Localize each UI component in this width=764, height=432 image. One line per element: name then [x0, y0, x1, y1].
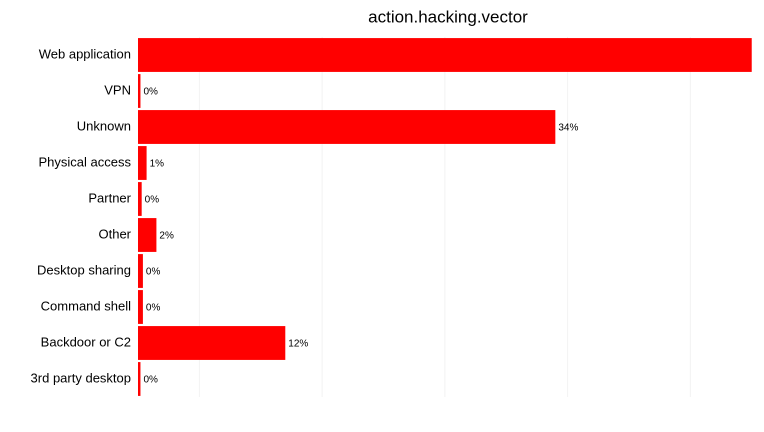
y-tick-label: Unknown	[77, 118, 131, 133]
bar	[138, 74, 141, 108]
y-tick-label: Other	[98, 226, 131, 241]
value-label: 0%	[146, 267, 161, 278]
value-label: 34%	[558, 123, 578, 134]
bar	[138, 110, 556, 144]
bar	[138, 362, 141, 396]
value-label: 12%	[288, 339, 308, 350]
y-tick-label: Physical access	[39, 154, 132, 169]
value-label: 2%	[159, 231, 174, 242]
bar	[138, 38, 752, 72]
bar	[138, 146, 147, 180]
y-tick-label: Desktop sharing	[37, 262, 131, 277]
value-label: 0%	[143, 375, 158, 386]
bar	[138, 218, 157, 252]
bar	[138, 326, 286, 360]
y-tick-label: Backdoor or C2	[41, 334, 131, 349]
bar	[138, 182, 142, 216]
y-tick-label: 3rd party desktop	[31, 370, 131, 385]
y-tick-label: VPN	[104, 82, 131, 97]
y-tick-label: Partner	[88, 190, 131, 205]
bar	[138, 254, 143, 288]
value-label: 0%	[146, 303, 161, 314]
value-label: 0%	[145, 195, 160, 206]
chart-title: action.hacking.vector	[368, 7, 528, 26]
value-label: 1%	[150, 159, 165, 170]
value-label: 0%	[143, 87, 158, 98]
y-tick-label: Command shell	[41, 298, 131, 313]
y-tick-label: Web application	[39, 46, 131, 61]
bar	[138, 290, 143, 324]
